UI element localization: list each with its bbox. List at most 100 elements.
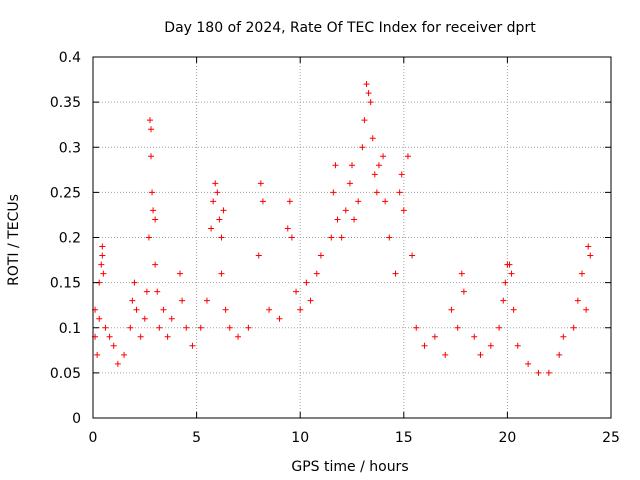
data-point <box>413 324 420 331</box>
data-point <box>127 324 134 331</box>
data-point <box>257 180 264 187</box>
data-point <box>570 324 577 331</box>
data-point <box>160 306 167 313</box>
data-point <box>286 198 293 205</box>
data-point <box>535 369 542 376</box>
data-point <box>203 297 210 304</box>
data-point <box>146 117 153 124</box>
data-point <box>255 252 262 259</box>
data-point <box>560 333 567 340</box>
data-point <box>235 333 242 340</box>
data-point <box>297 306 304 313</box>
data-point <box>471 333 478 340</box>
data-point <box>442 351 449 358</box>
data-point <box>168 315 175 322</box>
scatter-points <box>92 81 594 376</box>
data-point <box>276 315 283 322</box>
data-point <box>284 225 291 232</box>
data-point <box>332 162 339 169</box>
data-point <box>183 324 190 331</box>
data-point <box>369 135 376 142</box>
data-point <box>99 252 106 259</box>
data-point <box>245 324 252 331</box>
data-point <box>164 333 171 340</box>
data-point <box>351 216 358 223</box>
data-point <box>400 207 407 214</box>
x-tick-label: 0 <box>89 430 98 446</box>
data-point <box>317 252 324 259</box>
data-point <box>375 162 382 169</box>
data-point <box>303 279 310 286</box>
data-point <box>574 297 581 304</box>
data-point <box>307 297 314 304</box>
data-point <box>96 315 103 322</box>
y-tick-label: 0.35 <box>50 95 81 111</box>
data-point <box>210 198 217 205</box>
x-tick-label: 5 <box>192 430 201 446</box>
data-point <box>150 207 157 214</box>
data-point <box>421 342 428 349</box>
data-point <box>502 279 509 286</box>
data-point <box>342 207 349 214</box>
data-point <box>330 189 337 196</box>
y-tick-label: 0.1 <box>59 321 81 337</box>
data-point <box>222 306 229 313</box>
data-point <box>328 234 335 241</box>
data-point <box>179 297 186 304</box>
data-point <box>454 324 461 331</box>
data-point <box>143 288 150 295</box>
data-point <box>137 333 144 340</box>
data-point <box>152 216 159 223</box>
data-point <box>386 234 393 241</box>
data-point <box>380 153 387 160</box>
data-point <box>197 324 204 331</box>
axis-ticks: 0 5 10 15 20 25 0 0.05 0.1 0.15 0.2 0.25 0.3 0.35 0.4 <box>50 50 620 446</box>
data-point <box>338 234 345 241</box>
data-point <box>510 306 517 313</box>
data-point <box>288 234 295 241</box>
chart-title: Day 180 of 2024, Rate Of TEC Index for r… <box>164 20 536 36</box>
x-tick-label: 20 <box>498 430 516 446</box>
data-point <box>500 297 507 304</box>
data-point <box>506 261 513 268</box>
data-point <box>556 351 563 358</box>
data-point <box>149 189 156 196</box>
data-point <box>266 306 273 313</box>
y-axis-label: ROTI / TECUs <box>6 194 22 286</box>
data-point <box>367 99 374 106</box>
data-point <box>114 360 121 367</box>
data-point <box>578 270 585 277</box>
y-tick-label: 0 <box>72 411 81 427</box>
data-point <box>349 162 355 169</box>
data-point <box>189 342 196 349</box>
data-point <box>508 270 515 277</box>
data-point <box>100 270 107 277</box>
y-tick-label: 0.15 <box>50 276 81 292</box>
y-tick-label: 0.4 <box>59 50 81 66</box>
data-point <box>98 261 105 268</box>
x-tick-label: 10 <box>291 430 309 446</box>
data-point <box>148 153 155 160</box>
data-point <box>141 315 148 322</box>
data-point <box>460 288 467 295</box>
data-point <box>152 261 159 268</box>
data-point <box>212 180 219 187</box>
data-point <box>99 243 106 250</box>
x-tick-label: 15 <box>395 430 413 446</box>
data-point <box>110 342 117 349</box>
data-point <box>129 297 136 304</box>
data-point <box>396 189 403 196</box>
data-point <box>361 117 368 124</box>
x-axis-label: GPS time / hours <box>291 459 408 475</box>
data-point <box>545 369 552 376</box>
data-point <box>220 207 227 214</box>
data-point <box>514 342 521 349</box>
data-point <box>359 144 366 151</box>
data-point <box>293 288 300 295</box>
data-point <box>208 225 215 232</box>
data-point <box>226 324 233 331</box>
data-point <box>214 189 221 196</box>
data-point <box>583 306 590 313</box>
data-point <box>106 333 113 340</box>
